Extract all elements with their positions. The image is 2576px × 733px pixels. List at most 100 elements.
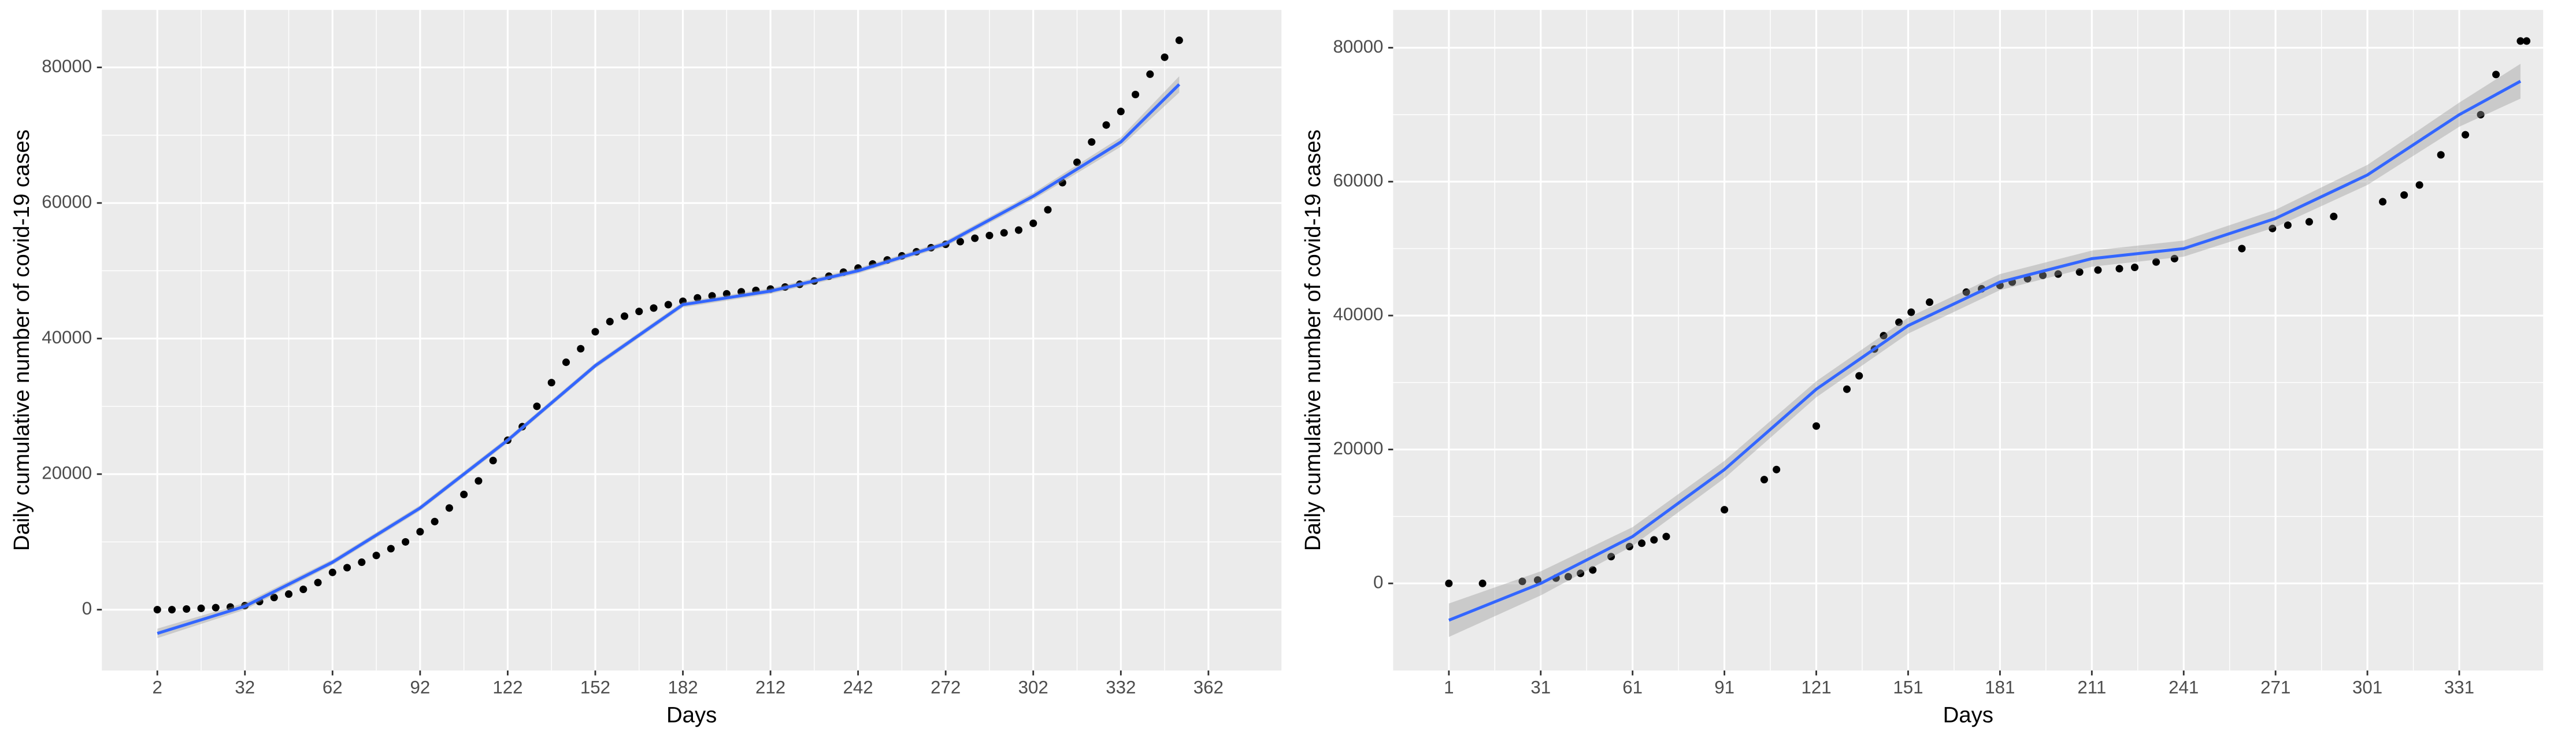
point — [1625, 542, 1633, 551]
y-tick-label: 40000 — [42, 327, 92, 347]
point — [1962, 288, 1970, 296]
point — [1044, 206, 1052, 214]
point — [2238, 245, 2246, 253]
point — [1721, 506, 1729, 514]
point — [1088, 138, 1096, 146]
point — [1925, 298, 1934, 306]
point — [1102, 121, 1110, 129]
point — [1880, 332, 1888, 340]
point — [2170, 254, 2178, 262]
point — [591, 328, 599, 336]
y-tick-label: 20000 — [42, 462, 92, 483]
point — [635, 308, 643, 316]
x-tick-label: 61 — [1622, 677, 1643, 697]
point — [2269, 224, 2277, 232]
confidence-band — [1448, 64, 2521, 637]
point — [197, 604, 205, 612]
point — [168, 606, 176, 614]
point — [562, 358, 570, 366]
x-tick-label: 152 — [580, 677, 610, 697]
x-axis-label: Days — [1943, 703, 1993, 728]
x-tick-label: 331 — [2444, 677, 2474, 697]
point — [372, 551, 380, 560]
x-tick-label: 241 — [2169, 677, 2199, 697]
point — [1564, 573, 1572, 581]
point — [1662, 532, 1670, 541]
point — [489, 457, 497, 465]
point — [1117, 108, 1125, 116]
point — [2305, 218, 2313, 226]
point — [650, 304, 658, 312]
point — [2152, 258, 2160, 266]
x-tick-label: 31 — [1530, 677, 1551, 697]
point — [1638, 539, 1646, 547]
point — [2492, 71, 2500, 79]
x-tick-label: 301 — [2352, 677, 2382, 697]
point — [1533, 576, 1541, 584]
point — [1445, 579, 1453, 587]
y-tick-label: 40000 — [1333, 304, 1383, 324]
x-tick-label: 302 — [1018, 677, 1048, 697]
y-tick-label: 60000 — [42, 191, 92, 212]
x-tick-label: 151 — [1893, 677, 1923, 697]
point — [2516, 37, 2525, 45]
point — [2379, 198, 2387, 206]
x-tick-label: 242 — [843, 677, 873, 697]
y-tick-label: 80000 — [1333, 36, 1383, 57]
point — [1577, 569, 1585, 577]
point — [971, 234, 979, 242]
point — [475, 477, 483, 485]
point — [1000, 229, 1008, 237]
point — [737, 288, 746, 296]
point — [2039, 271, 2047, 279]
point — [533, 402, 541, 410]
x-tick-label: 211 — [2077, 677, 2106, 697]
point — [153, 606, 161, 614]
y-tick-label: 80000 — [42, 56, 92, 76]
point — [694, 294, 702, 302]
point — [1146, 70, 1154, 78]
point — [1773, 465, 1781, 473]
point — [956, 238, 964, 246]
point — [1014, 226, 1023, 234]
point — [2462, 131, 2470, 139]
point — [1843, 385, 1851, 393]
point — [2400, 191, 2408, 199]
point — [1518, 577, 1526, 586]
x-tick-label: 91 — [1714, 677, 1734, 697]
x-tick-label: 182 — [668, 677, 698, 697]
x-tick-label: 2 — [153, 677, 162, 697]
point — [1650, 536, 1658, 544]
point — [2115, 265, 2123, 273]
point — [620, 312, 629, 320]
x-tick-label: 181 — [1985, 677, 2015, 697]
point — [285, 590, 293, 598]
point — [416, 528, 424, 536]
point — [387, 545, 395, 553]
point — [606, 317, 614, 325]
x-tick-label: 212 — [755, 677, 785, 697]
x-tick-label: 121 — [1801, 677, 1831, 697]
point — [1132, 90, 1140, 99]
point — [1073, 158, 1081, 166]
point — [577, 345, 585, 353]
point — [664, 301, 672, 309]
y-tick-label: 60000 — [1333, 170, 1383, 190]
y-tick-label: 0 — [1373, 572, 1383, 592]
point — [985, 231, 994, 239]
point — [1895, 318, 1903, 327]
x-tick-label: 271 — [2260, 677, 2290, 697]
x-tick-label: 32 — [235, 677, 255, 697]
y-tick-label: 0 — [82, 598, 92, 619]
point — [2054, 270, 2062, 278]
x-tick-label: 122 — [492, 677, 522, 697]
point — [1907, 308, 1915, 316]
point — [2523, 37, 2531, 45]
y-axis-label: Daily cumulative number of covid-19 case… — [1300, 129, 1325, 551]
point — [722, 290, 731, 298]
point — [1478, 579, 1487, 587]
x-tick-label: 332 — [1106, 677, 1136, 697]
point — [183, 605, 191, 613]
point — [1812, 422, 1821, 430]
